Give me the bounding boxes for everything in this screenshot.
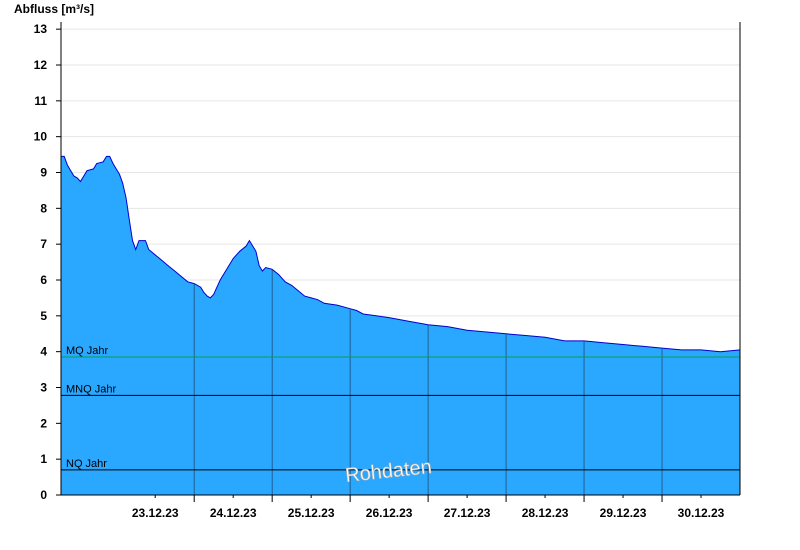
y-tick-label: 0 — [40, 488, 47, 502]
y-tick-label: 13 — [34, 22, 48, 36]
y-tick-label: 4 — [40, 345, 47, 359]
y-tick-label: 12 — [34, 58, 48, 72]
discharge-series — [61, 155, 741, 495]
reference-lines: MQ Jahr MNQ Jahr NQ Jahr — [61, 345, 740, 471]
day-boundary-lines — [193, 269, 663, 495]
y-tick-label: 7 — [40, 237, 47, 251]
y-axis-title: Abfluss [m³/s] — [14, 2, 94, 16]
reference-line-label: MQ Jahr — [66, 345, 109, 357]
x-tick-label: 24.12.23 — [210, 506, 257, 520]
x-tick-label: 30.12.23 — [678, 506, 725, 520]
x-axis-ticks: 23.12.23 24.12.23 25.12.23 26.12.23 27.12.23… — [132, 495, 725, 520]
x-tick-label: 25.12.23 — [288, 506, 335, 520]
y-tick-label: 6 — [40, 273, 47, 287]
y-tick-label: 2 — [40, 416, 47, 430]
x-tick-label: 29.12.23 — [600, 506, 647, 520]
y-tick-label: 10 — [34, 130, 48, 144]
y-tick-label: 8 — [40, 201, 47, 215]
discharge-line — [61, 155, 741, 353]
x-tick-label: 26.12.23 — [366, 506, 413, 520]
y-tick-label: 1 — [40, 452, 47, 466]
x-tick-label: 27.12.23 — [444, 506, 491, 520]
x-tick-label: 23.12.23 — [132, 506, 179, 520]
reference-line-label: MNQ Jahr — [66, 383, 116, 395]
x-tick-label: 28.12.23 — [522, 506, 569, 520]
discharge-area — [61, 156, 740, 495]
reference-line-label: NQ Jahr — [66, 458, 107, 470]
y-tick-label: 11 — [34, 94, 47, 108]
y-tick-label: 3 — [40, 381, 47, 395]
y-tick-label: 9 — [40, 166, 47, 180]
y-tick-label: 5 — [40, 309, 47, 323]
